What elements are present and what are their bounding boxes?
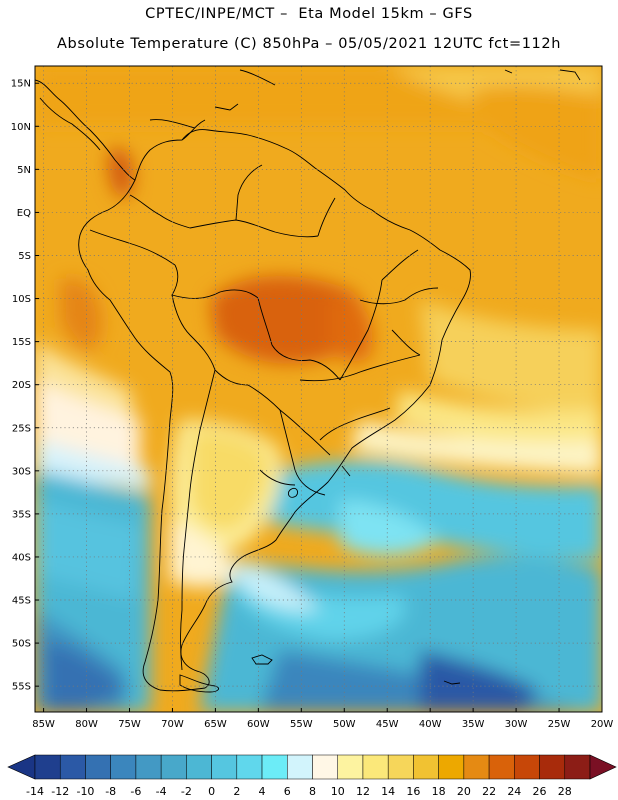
colorbar-cell-19 bbox=[514, 754, 540, 780]
lat-label-6: 15S bbox=[12, 337, 31, 348]
colorbar-cell-13 bbox=[362, 754, 389, 780]
colorbar-cell-1 bbox=[59, 754, 86, 780]
latitude-labels: 15N 10N 5N EQ 5S 10S 15S 20S 25S 30S 35S 40S 45S 50S 5… bbox=[11, 79, 39, 693]
lon-label-2: 75W bbox=[118, 719, 141, 730]
colorbar-label-12: 10 bbox=[331, 785, 345, 798]
lat-label-2: 5N bbox=[17, 165, 31, 176]
colorbar-cell-17 bbox=[463, 754, 490, 780]
colorbar-label-21: 28 bbox=[558, 785, 572, 798]
colorbar-cell-8 bbox=[236, 754, 263, 780]
colorbar-label-20: 26 bbox=[533, 785, 547, 798]
colorbar-label-2: -10 bbox=[76, 785, 94, 798]
lon-label-10: 35W bbox=[462, 719, 485, 730]
colorbar-label-19: 24 bbox=[507, 785, 521, 798]
colorbar-over-triangle bbox=[589, 754, 617, 780]
colorbar-label-1: -12 bbox=[51, 785, 69, 798]
lon-label-3: 70W bbox=[161, 719, 184, 730]
colorbar-cell-20 bbox=[539, 754, 566, 780]
lon-label-11: 30W bbox=[505, 719, 528, 730]
coastlines-borders bbox=[35, 69, 581, 693]
lat-label-7: 20S bbox=[12, 380, 31, 391]
colorbar-cell-12 bbox=[337, 754, 364, 780]
colorbar-cell-11 bbox=[312, 754, 338, 780]
colorbar-label-15: 16 bbox=[406, 785, 420, 798]
lon-label-4: 65W bbox=[204, 719, 227, 730]
chart-title-line-2: Absolute Temperature (C) 850hPa – 05/05/… bbox=[57, 36, 561, 52]
colorbar-under-triangle bbox=[7, 754, 36, 780]
colorbar-label-9: 4 bbox=[259, 785, 266, 798]
colorbar-cell-6 bbox=[186, 754, 212, 780]
colorbar-cell-14 bbox=[387, 754, 414, 780]
colorbar-cell-7 bbox=[211, 754, 238, 780]
lon-label-13: 20W bbox=[591, 719, 614, 730]
lat-label-0: 15N bbox=[11, 79, 31, 90]
colorbar-label-8: 2 bbox=[233, 785, 240, 798]
colorbar-label-10: 6 bbox=[284, 785, 291, 798]
colorbar-cell-10 bbox=[287, 754, 313, 780]
colorbar-cell-9 bbox=[261, 754, 288, 780]
colorbar-cell-21 bbox=[564, 754, 591, 780]
colorbar-label-3: -8 bbox=[105, 785, 116, 798]
chart-title-line-1: CPTEC/INPE/MCT – Eta Model 15km – GFS bbox=[145, 6, 473, 22]
colorbar-cell-0 bbox=[34, 754, 61, 780]
colorbar-label-4: -6 bbox=[130, 785, 141, 798]
colorbar-label-7: 0 bbox=[208, 785, 215, 798]
colorbar-cell-16 bbox=[438, 754, 465, 780]
colorbar-cell-18 bbox=[488, 754, 515, 780]
colorbar-label-5: -4 bbox=[156, 785, 167, 798]
lat-label-10: 35S bbox=[12, 509, 31, 520]
colorbar-cell-3 bbox=[110, 754, 137, 780]
lon-label-7: 50W bbox=[333, 719, 356, 730]
lat-label-4: 5S bbox=[18, 251, 31, 262]
colorbar-label-13: 12 bbox=[356, 785, 370, 798]
lon-label-12: 25W bbox=[548, 719, 571, 730]
lon-label-1: 80W bbox=[75, 719, 98, 730]
lon-label-6: 55W bbox=[290, 719, 313, 730]
lon-label-0: 85W bbox=[32, 719, 55, 730]
longitude-labels: 85W 80W 75W 70W 65W 60W 55W 50W 45W 40W 35W 30W 25W 2… bbox=[32, 708, 613, 730]
lat-label-12: 45S bbox=[12, 596, 31, 607]
lat-label-14: 55S bbox=[12, 682, 31, 693]
map-grid bbox=[35, 66, 602, 712]
lat-label-9: 30S bbox=[12, 466, 31, 477]
lat-label-13: 50S bbox=[12, 639, 31, 650]
colorbar-label-18: 22 bbox=[482, 785, 496, 798]
colorbar-label-6: -2 bbox=[181, 785, 192, 798]
colorbar-cell-15 bbox=[413, 754, 439, 780]
colorbar-label-11: 8 bbox=[309, 785, 316, 798]
lat-label-5: 10S bbox=[12, 294, 31, 305]
lon-label-9: 40W bbox=[419, 719, 442, 730]
lat-label-1: 10N bbox=[11, 122, 31, 133]
colorbar-label-17: 20 bbox=[457, 785, 471, 798]
colorbar-cell-4 bbox=[135, 754, 162, 780]
colorbar-label-16: 18 bbox=[432, 785, 446, 798]
colorbar-label-0: -14 bbox=[26, 785, 44, 798]
lat-label-3: EQ bbox=[17, 208, 31, 219]
lat-label-11: 40S bbox=[12, 552, 31, 563]
lon-label-5: 60W bbox=[247, 719, 270, 730]
lon-label-8: 45W bbox=[376, 719, 399, 730]
colorbar-cell-5 bbox=[160, 754, 187, 780]
colorbar-label-14: 14 bbox=[381, 785, 395, 798]
map-frame bbox=[34, 65, 603, 713]
colorbar-cell-2 bbox=[85, 754, 111, 780]
lat-label-8: 25S bbox=[12, 423, 31, 434]
